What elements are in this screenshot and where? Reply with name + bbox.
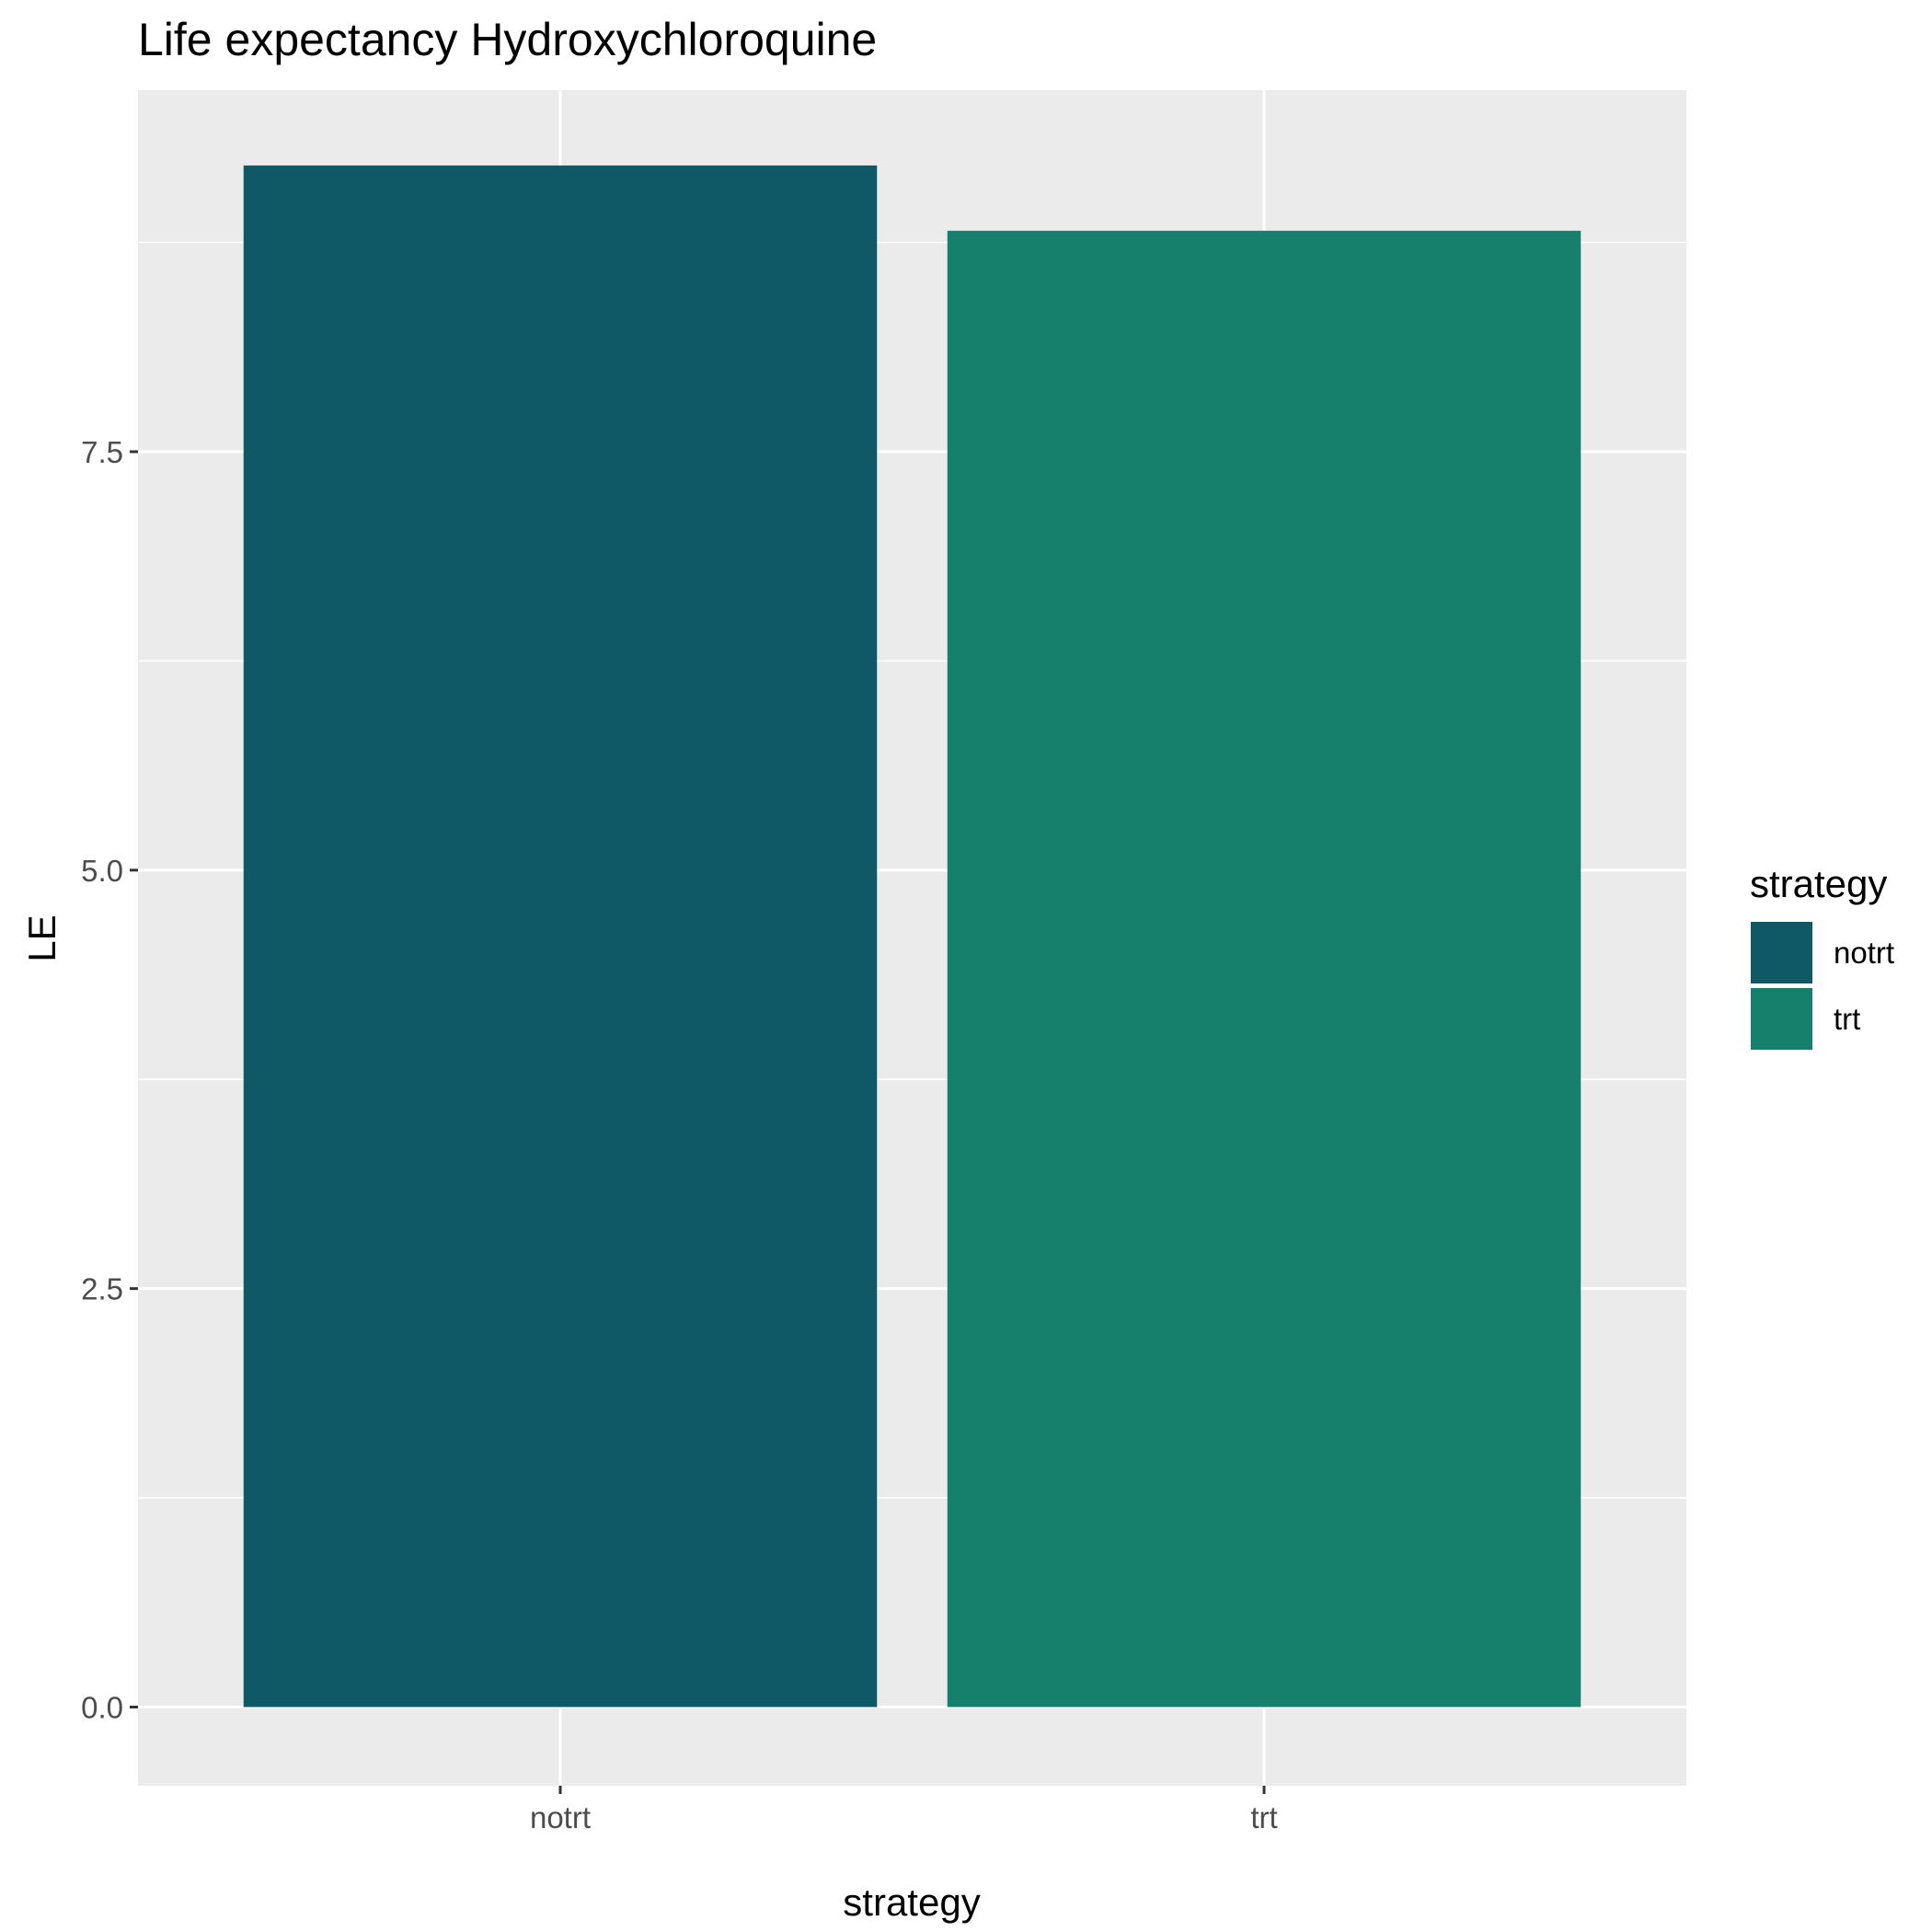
y-tick-label: 2.5 [81,1272,123,1306]
y-axis: 0.0 2.5 5.0 7.5 [81,435,138,1724]
x-tick-label: trt [1250,1800,1277,1834]
legend-key-notrt [1749,920,1814,985]
chart-title: Life expectancy Hydroxychloroquine [138,14,877,65]
bar-notrt [243,165,878,1708]
bars-group [243,165,1581,1708]
legend-label: notrt [1834,936,1894,970]
y-tick-label: 5.0 [81,854,123,888]
legend-key-trt [1749,986,1814,1052]
x-axis: notrt trt [530,1786,1278,1834]
y-axis-title: LE [20,914,63,961]
legend: strategy notrt trt [1749,862,1894,1052]
y-tick-label: 0.0 [81,1690,123,1724]
x-axis-title: strategy [843,1880,980,1924]
legend-title: strategy [1750,862,1887,905]
bar-trt [947,230,1581,1708]
y-tick-label: 7.5 [81,435,123,469]
legend-label: trt [1834,1002,1860,1036]
x-tick-label: notrt [530,1800,591,1834]
